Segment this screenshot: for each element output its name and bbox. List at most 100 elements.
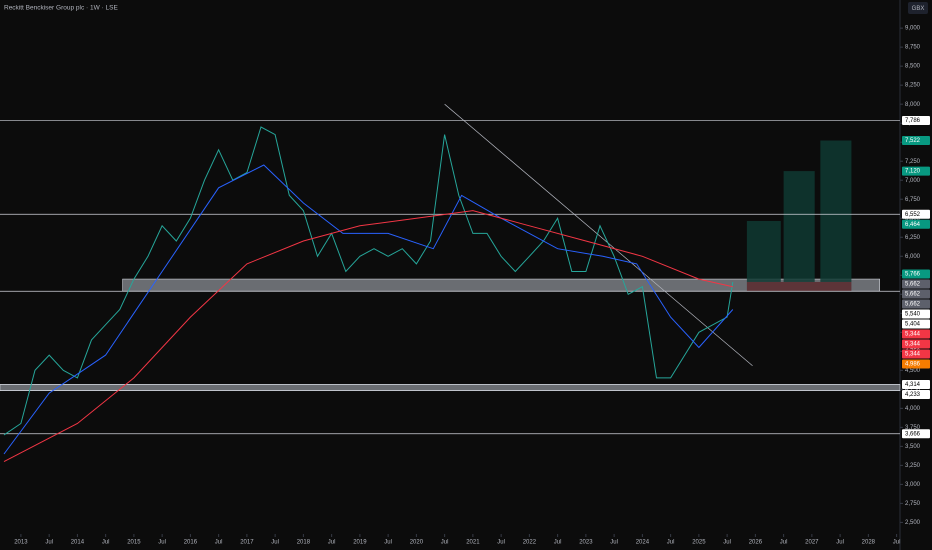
x-tick-label: Jul: [497, 540, 505, 546]
y-tick-label: 8,000: [905, 102, 921, 108]
price-label-bg: [902, 319, 930, 329]
price-label: 6,464: [905, 222, 921, 228]
price-line: [3, 210, 733, 463]
x-tick-label: 2014: [71, 540, 85, 546]
price-label: 5,662: [905, 302, 921, 308]
x-tick-label: 2015: [127, 540, 141, 546]
chart-title: Reckitt Benckiser Group plc · 1W · LSE: [4, 5, 118, 12]
price-label: 7,120: [905, 169, 921, 175]
price-label-bg: [902, 309, 930, 319]
y-tick-label: 4,500: [905, 368, 921, 374]
price-label: 6,552: [905, 212, 921, 218]
y-tick-label: 8,500: [905, 64, 921, 70]
y-tick-label: 6,000: [905, 254, 921, 260]
x-tick-label: 2021: [466, 540, 480, 546]
price-label-bg: [902, 136, 930, 146]
x-tick-label: Jul: [271, 540, 279, 546]
x-tick-label: Jul: [554, 540, 562, 546]
x-tick-label: 2018: [297, 540, 311, 546]
x-tick-label: 2026: [749, 540, 763, 546]
price-label-bg: [902, 289, 930, 299]
x-tick-label: Jul: [780, 540, 788, 546]
price-label-bg: [902, 299, 930, 309]
x-tick-label: Jul: [384, 540, 392, 546]
price-label-bg: [902, 269, 930, 279]
price-label: 5,344: [905, 332, 921, 338]
price-label-bg: [902, 389, 930, 399]
y-tick-label: 4,250: [905, 387, 921, 393]
x-tick-label: Jul: [102, 540, 110, 546]
zone: [0, 384, 901, 391]
price-label-bg: [902, 166, 930, 176]
x-tick-label: 2028: [862, 540, 876, 546]
currency: GBX: [912, 6, 925, 12]
x-tick-label: Jul: [158, 540, 166, 546]
y-tick-label: 7,000: [905, 178, 921, 184]
target-box: [746, 281, 852, 292]
x-tick-label: 2022: [523, 540, 537, 546]
x-tick-label: 2017: [240, 540, 254, 546]
price-label: 5,662: [905, 282, 921, 288]
x-tick-label: Jul: [836, 540, 844, 546]
y-tick-label: 6,750: [905, 197, 921, 203]
price-label-bg: [902, 379, 930, 389]
y-tick-label: 8,750: [905, 45, 921, 51]
price-label: 4,314: [905, 382, 921, 388]
price-line: [3, 126, 734, 436]
y-tick-label: 3,250: [905, 463, 921, 469]
x-tick-label: 2019: [353, 540, 367, 546]
price-label-bg: [902, 429, 930, 439]
x-tick-label: 2023: [579, 540, 593, 546]
price-label-bg: [902, 279, 930, 289]
price-label: 5,766: [905, 272, 921, 278]
x-tick-label: 2013: [14, 540, 28, 546]
price-label: 7,522: [905, 138, 921, 144]
y-tick-label: 8,250: [905, 83, 921, 89]
x-tick-label: Jul: [893, 540, 901, 546]
price-line: [3, 164, 734, 455]
y-tick-label: 2,500: [905, 520, 921, 526]
target-box: [746, 220, 781, 282]
y-tick-label: 3,000: [905, 482, 921, 488]
price-label-bg: [902, 329, 930, 339]
price-label: 7,786: [905, 118, 921, 124]
price-label: 5,344: [905, 342, 921, 348]
x-tick-label: Jul: [215, 540, 223, 546]
x-tick-label: 2027: [805, 540, 819, 546]
trendline: [444, 103, 753, 367]
x-tick-label: Jul: [328, 540, 336, 546]
y-tick-label: 7,250: [905, 159, 921, 165]
price-label-bg: [902, 359, 930, 369]
price-label-bg: [902, 115, 930, 125]
x-tick-label: Jul: [667, 540, 675, 546]
price-label: 4,233: [905, 392, 921, 398]
price-label: 4,986: [905, 362, 921, 368]
y-tick-label: 2,750: [905, 501, 921, 507]
x-tick-label: Jul: [610, 540, 618, 546]
price-label: 3,666: [905, 431, 921, 437]
y-tick-label: 6,500: [905, 216, 921, 222]
price-label: 5,662: [905, 292, 921, 298]
price-label: 5,404: [905, 322, 921, 328]
currency-badge[interactable]: [908, 2, 928, 14]
y-tick-label: 4,000: [905, 406, 921, 412]
x-tick-label: Jul: [45, 540, 53, 546]
x-tick-label: 2025: [692, 540, 706, 546]
x-tick-label: 2024: [636, 540, 650, 546]
price-label-bg: [902, 339, 930, 349]
y-tick-label: 9,000: [905, 26, 921, 32]
x-tick-label: Jul: [723, 540, 731, 546]
x-tick-label: 2020: [410, 540, 424, 546]
y-tick-label: 6,250: [905, 235, 921, 241]
x-tick-label: Jul: [441, 540, 449, 546]
price-label-bg: [902, 349, 930, 359]
y-tick-label: 3,500: [905, 444, 921, 450]
x-tick-label: 2016: [184, 540, 198, 546]
price-label-bg: [902, 219, 930, 229]
target-box: [783, 171, 815, 282]
price-label-bg: [902, 209, 930, 219]
target-box: [820, 140, 852, 282]
price-label: 5,344: [905, 352, 921, 358]
y-tick-label: 3,750: [905, 425, 921, 431]
